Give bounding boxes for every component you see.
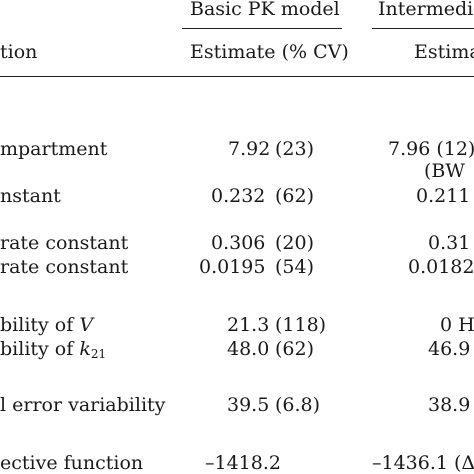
row-inter-est: 0.31: [428, 232, 471, 254]
row-inter-est: –1436.1 (Δ: [372, 452, 474, 474]
header-estimate-inter: Estimat: [414, 41, 474, 63]
row-inter-est: 38.9: [428, 394, 471, 416]
row-basic-cv: (23): [275, 138, 315, 160]
row-basic-cv: (118): [275, 314, 327, 336]
header-intermediate-model: Intermediat: [378, 0, 474, 20]
row-basic-est: –1418.2: [205, 452, 281, 474]
row-basic-est: 7.92: [228, 138, 271, 160]
row-label: rate constant: [0, 232, 129, 254]
row-basic-cv: (6.8): [275, 394, 321, 416]
row-label: l error variability: [0, 394, 166, 416]
row-inter-est: 46.9: [428, 338, 471, 360]
row-label: ective function: [0, 452, 144, 474]
row-inter-est: 7.96 (12) –: [388, 138, 474, 160]
row-label: rate constant: [0, 256, 129, 278]
row-inter-est: 0.0182: [408, 256, 474, 278]
header-rule-inter: [372, 28, 474, 29]
row-basic-est: 48.0: [227, 338, 270, 360]
row-label: mpartment: [0, 138, 108, 160]
row-basic-est: 21.3: [227, 314, 270, 336]
row-basic-cv: (54): [275, 256, 315, 278]
header-basic-model: Basic PK model: [190, 0, 340, 20]
header-param-col: tion: [0, 41, 38, 63]
row-basic-est: 39.5: [227, 394, 270, 416]
header-bottom-rule: [0, 76, 474, 77]
row-basic-cv: (62): [275, 338, 315, 360]
row-basic-est: 0.306: [211, 232, 266, 254]
row-label: bility of V: [0, 314, 94, 336]
row-basic-cv: (20): [275, 232, 315, 254]
row-inter-est: 0.211: [416, 185, 471, 207]
row-basic-est: 0.232: [211, 185, 266, 207]
row-basic-est: 0.0195: [199, 256, 266, 278]
header-estimate-basic: Estimate (% CV): [190, 41, 349, 63]
row-label: bility of k21: [0, 338, 107, 361]
row-inter-est: 0 H: [440, 314, 474, 336]
row-basic-cv: (62): [275, 185, 315, 207]
row-label: nstant: [0, 185, 61, 207]
header-rule-basic: [182, 28, 342, 29]
row-inter-est-2: (BW: [424, 160, 465, 182]
